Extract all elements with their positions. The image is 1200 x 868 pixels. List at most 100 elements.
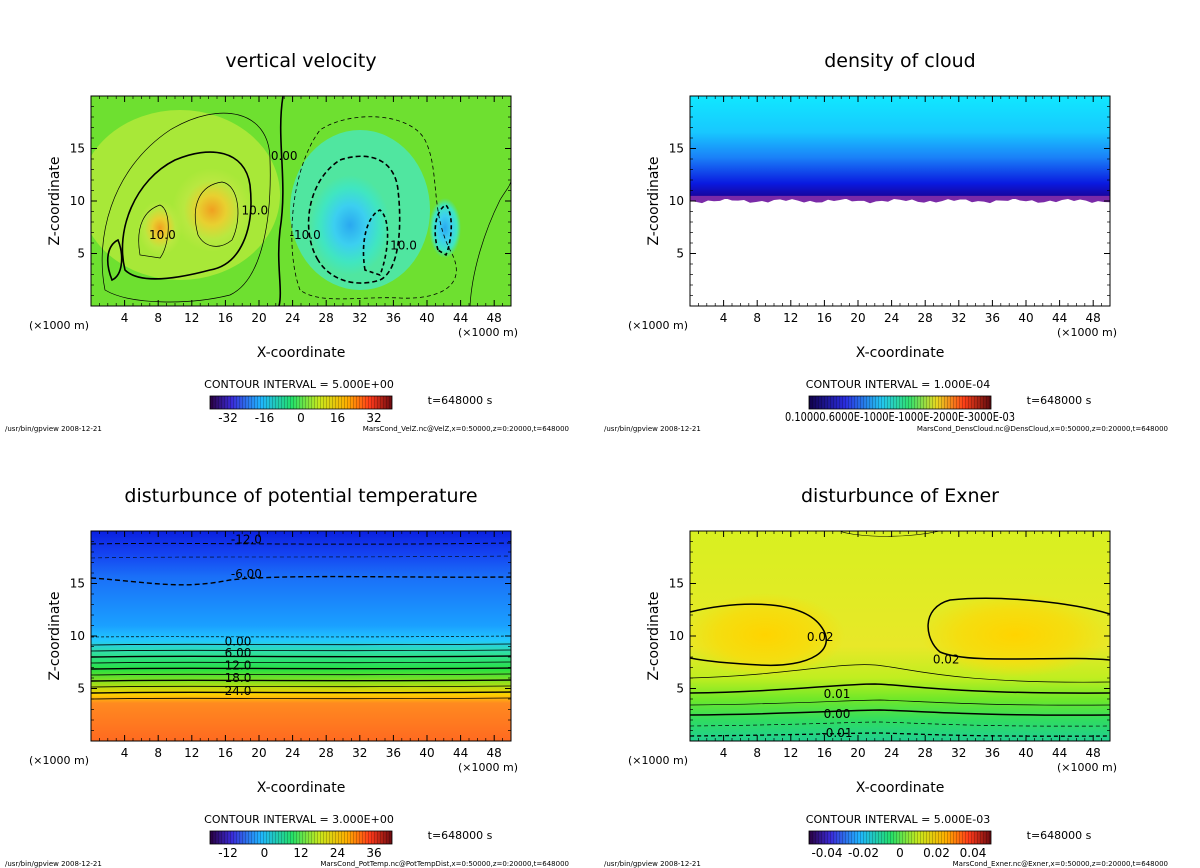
x-tick-label: 8 bbox=[154, 311, 162, 325]
contour-label: 0.00 bbox=[271, 149, 298, 163]
x-tick-label: 32 bbox=[951, 746, 966, 760]
contour-label: 0.00 bbox=[225, 634, 252, 648]
chart-title: density of cloud bbox=[824, 50, 976, 72]
y-tick-label: 10 bbox=[70, 629, 85, 643]
time-label: t=648000 s bbox=[1027, 394, 1092, 407]
y-tick-label: 15 bbox=[70, 577, 85, 591]
contour-label: -6.00 bbox=[231, 567, 262, 581]
contour-label: 10.0 bbox=[149, 228, 176, 242]
footer-left: /usr/bin/gpview 2008-12-21 bbox=[604, 860, 701, 868]
x-tick-label: 20 bbox=[850, 746, 865, 760]
chart-title: vertical velocity bbox=[225, 50, 376, 72]
x-tick-label: 12 bbox=[783, 311, 798, 325]
colorbar-tick-label: 0 bbox=[896, 846, 904, 860]
x-unit-right: (×1000 m) bbox=[458, 326, 518, 339]
panel-density-of-cloud bbox=[689, 95, 1111, 307]
y-tick-label: 10 bbox=[669, 629, 684, 643]
colorbar-tick-label: 0 bbox=[297, 411, 305, 425]
x-tick-label: 4 bbox=[720, 311, 728, 325]
x-tick-label: 44 bbox=[1052, 311, 1067, 325]
time-label: t=648000 s bbox=[1027, 829, 1092, 842]
x-tick-label: 8 bbox=[753, 746, 761, 760]
contour-label: 18.0 bbox=[225, 671, 252, 685]
x-unit-right: (×1000 m) bbox=[1057, 326, 1117, 339]
contour-label: 24.0 bbox=[225, 684, 252, 698]
x-tick-label: 16 bbox=[218, 311, 233, 325]
y-tick-label: 5 bbox=[676, 247, 684, 261]
p2-field bbox=[690, 96, 1110, 306]
contour-label: 0.00 bbox=[824, 707, 851, 721]
x-tick-label: 28 bbox=[319, 311, 334, 325]
time-label: t=648000 s bbox=[428, 394, 493, 407]
x-tick-label: 20 bbox=[850, 311, 865, 325]
x-tick-label: 8 bbox=[753, 311, 761, 325]
footer-left: /usr/bin/gpview 2008-12-21 bbox=[5, 860, 102, 868]
contour-interval: CONTOUR INTERVAL = 1.000E-04 bbox=[806, 378, 990, 391]
x-tick-label: 12 bbox=[184, 311, 199, 325]
chart-title: disturbunce of Exner bbox=[801, 485, 999, 507]
contour-label: -12.0 bbox=[231, 533, 262, 547]
x-tick-label: 20 bbox=[251, 311, 266, 325]
time-label: t=648000 s bbox=[428, 829, 493, 842]
x-tick-label: 4 bbox=[720, 746, 728, 760]
contour-label: 0.02 bbox=[807, 630, 834, 644]
footer-right: MarsCond_DensCloud.nc@DensCloud,x=0:5000… bbox=[917, 425, 1168, 433]
x-tick-label: 16 bbox=[817, 311, 832, 325]
y-tick-label: 15 bbox=[70, 142, 85, 156]
footer-left: /usr/bin/gpview 2008-12-21 bbox=[604, 425, 701, 433]
x-tick-label: 36 bbox=[386, 746, 401, 760]
colorbar-tick-label: 0.02 bbox=[923, 846, 950, 860]
p1-field bbox=[91, 96, 511, 306]
colorbar-tick-label: -16 bbox=[255, 411, 275, 425]
x-tick-label: 48 bbox=[1086, 746, 1101, 760]
y-tick-label: 5 bbox=[77, 682, 85, 696]
x-tick-label: 12 bbox=[184, 746, 199, 760]
colorbar-tick-label: 36 bbox=[366, 846, 381, 860]
x-tick-label: 32 bbox=[352, 746, 367, 760]
x-tick-label: 16 bbox=[218, 746, 233, 760]
x-tick-label: 28 bbox=[918, 311, 933, 325]
x-tick-label: 12 bbox=[783, 746, 798, 760]
x-tick-label: 8 bbox=[154, 746, 162, 760]
contour-interval: CONTOUR INTERVAL = 5.000E+00 bbox=[204, 378, 394, 391]
x-tick-label: 4 bbox=[121, 746, 129, 760]
x-tick-label: 40 bbox=[1018, 311, 1033, 325]
y-axis-label: Z-coordinate bbox=[47, 591, 63, 680]
contour-label: 0.02 bbox=[933, 652, 960, 666]
x-tick-label: 36 bbox=[985, 746, 1000, 760]
x-unit-left: (×1000 m) bbox=[29, 319, 89, 332]
p4-field bbox=[690, 531, 1110, 741]
x-unit-left: (×1000 m) bbox=[628, 754, 688, 767]
x-tick-label: 36 bbox=[386, 311, 401, 325]
x-tick-label: 44 bbox=[453, 311, 468, 325]
y-tick-label: 5 bbox=[77, 247, 85, 261]
x-tick-label: 48 bbox=[1086, 311, 1101, 325]
y-tick-label: 5 bbox=[676, 682, 684, 696]
colorbar-tick-label: -0.04 bbox=[811, 846, 842, 860]
x-tick-label: 24 bbox=[884, 311, 899, 325]
footer-right: MarsCond_VelZ.nc@VelZ,x=0:50000,z=0:2000… bbox=[363, 425, 569, 433]
colorbar-stripes bbox=[809, 396, 991, 409]
footer-right: MarsCond_Exner.nc@Exner,x=0:50000,z=0:20… bbox=[953, 860, 1168, 868]
contour-label: 6.00 bbox=[225, 646, 252, 660]
contour-label: -0.01 bbox=[821, 726, 852, 740]
x-axis-label: X-coordinate bbox=[856, 780, 945, 796]
y-axis-label: Z-coordinate bbox=[646, 591, 662, 680]
y-tick-label: 10 bbox=[669, 194, 684, 208]
x-unit-left: (×1000 m) bbox=[29, 754, 89, 767]
colorbar-tick-label: 24 bbox=[330, 846, 345, 860]
colorbar-tick-label: -12 bbox=[218, 846, 238, 860]
x-tick-label: 20 bbox=[251, 746, 266, 760]
colorbar-tick-label: 0 bbox=[261, 846, 269, 860]
x-tick-label: 44 bbox=[1052, 746, 1067, 760]
x-tick-label: 24 bbox=[285, 746, 300, 760]
x-axis-label: X-coordinate bbox=[856, 345, 945, 361]
colorbar-tick-label: -32 bbox=[218, 411, 238, 425]
x-tick-label: 24 bbox=[285, 311, 300, 325]
x-tick-label: 48 bbox=[487, 311, 502, 325]
